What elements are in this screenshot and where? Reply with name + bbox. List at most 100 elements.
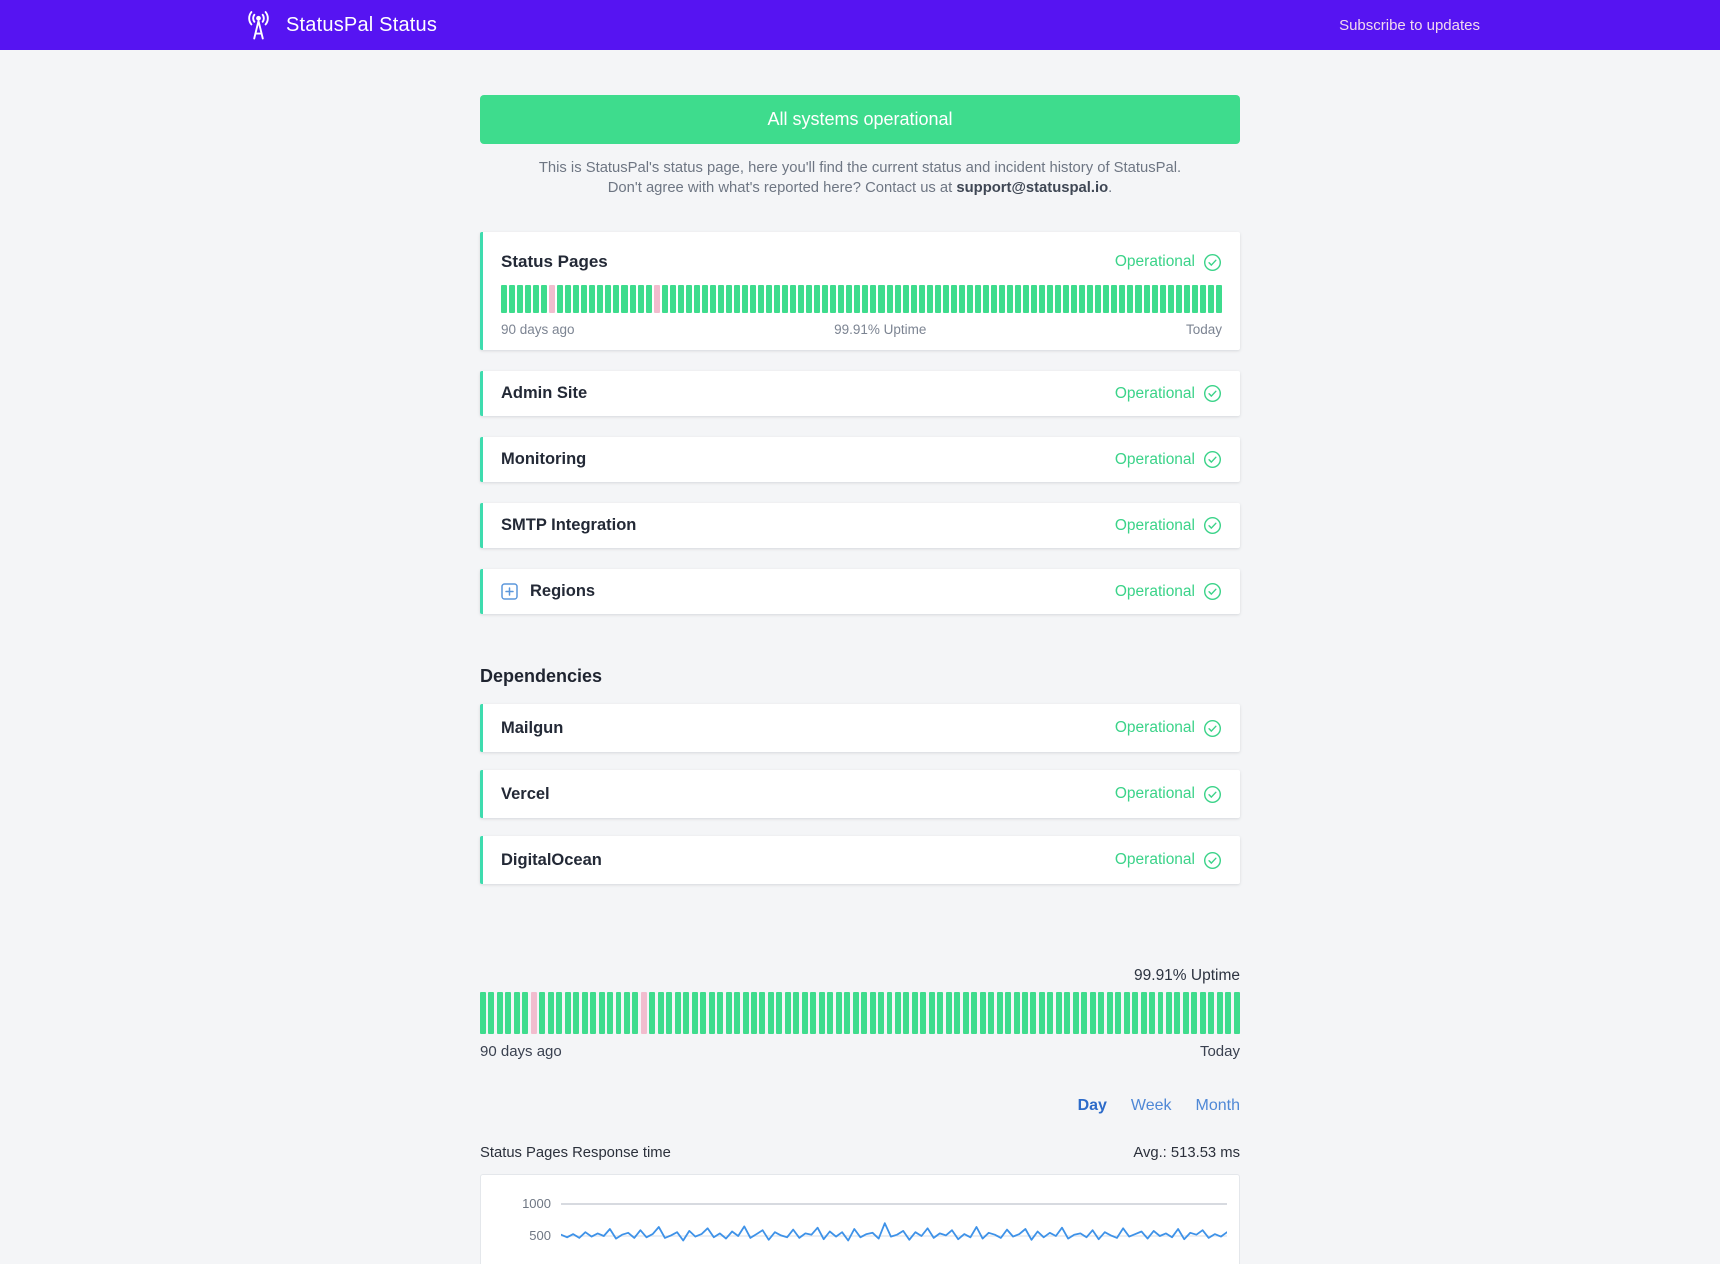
uptime-bar[interactable] [1064, 992, 1071, 1034]
uptime-bar[interactable] [749, 285, 756, 313]
uptime-bar[interactable] [1215, 285, 1222, 313]
uptime-bar[interactable] [734, 992, 741, 1034]
uptime-bar[interactable] [733, 285, 740, 313]
uptime-bar[interactable] [766, 285, 773, 313]
uptime-bar[interactable] [1039, 285, 1046, 313]
uptime-bar[interactable] [1119, 285, 1126, 313]
uptime-bar[interactable] [556, 992, 563, 1034]
uptime-bar[interactable] [974, 285, 981, 313]
uptime-bar[interactable] [1022, 992, 1028, 1034]
uptime-bar[interactable] [1081, 992, 1088, 1034]
uptime-bar[interactable] [869, 992, 876, 1034]
uptime-bar[interactable] [1006, 285, 1013, 313]
uptime-bar[interactable] [1063, 285, 1070, 313]
uptime-bar[interactable] [590, 992, 597, 1034]
uptime-bar[interactable] [1103, 285, 1110, 313]
uptime-bar[interactable] [488, 992, 495, 1034]
uptime-bar[interactable] [852, 992, 859, 1034]
uptime-bar[interactable] [589, 285, 596, 313]
uptime-bar[interactable] [669, 285, 676, 313]
uptime-bar[interactable] [1165, 992, 1172, 1034]
uptime-bar[interactable] [533, 285, 540, 313]
uptime-bar[interactable] [910, 285, 917, 313]
uptime-bar[interactable] [661, 285, 668, 313]
uptime-bar[interactable] [801, 992, 808, 1034]
uptime-bar[interactable] [513, 992, 520, 1034]
uptime-bar[interactable] [742, 992, 749, 1034]
uptime-bar[interactable] [1225, 992, 1232, 1034]
subscribe-to-updates-link[interactable]: Subscribe to updates [1339, 16, 1480, 34]
uptime-bar[interactable] [683, 992, 690, 1034]
uptime-bar[interactable] [1135, 285, 1142, 313]
uptime-bar[interactable] [1132, 992, 1139, 1034]
uptime-bar[interactable] [810, 992, 817, 1034]
uptime-bar[interactable] [1095, 285, 1102, 313]
uptime-bar[interactable] [945, 992, 952, 1034]
uptime-bar[interactable] [758, 285, 765, 313]
uptime-bar[interactable] [844, 992, 851, 1034]
uptime-bar[interactable] [1174, 992, 1181, 1034]
uptime-bar[interactable] [751, 992, 757, 1034]
uptime-bar[interactable] [674, 992, 681, 1034]
uptime-bar[interactable] [998, 285, 1005, 313]
uptime-bar[interactable] [982, 285, 989, 313]
uptime-bar[interactable] [725, 285, 732, 313]
uptime-bar[interactable] [790, 285, 797, 313]
uptime-bar[interactable] [1013, 992, 1020, 1034]
uptime-bar[interactable] [774, 285, 781, 313]
uptime-bar[interactable] [1182, 992, 1189, 1034]
uptime-bar[interactable] [942, 285, 949, 313]
uptime-bar[interactable] [1208, 992, 1215, 1034]
uptime-bar[interactable] [541, 285, 548, 313]
uptime-bar[interactable] [632, 992, 639, 1034]
uptime-bar[interactable] [1031, 285, 1038, 313]
uptime-bar[interactable] [1072, 992, 1079, 1034]
uptime-bar[interactable] [1106, 992, 1113, 1034]
support-email-link[interactable]: support@statuspal.io [956, 180, 1109, 196]
uptime-bar[interactable] [958, 285, 965, 313]
expand-plus-icon[interactable] [501, 583, 518, 600]
uptime-bar[interactable] [894, 285, 901, 313]
uptime-bar[interactable] [1151, 285, 1158, 313]
uptime-bar[interactable] [517, 285, 524, 313]
uptime-bar[interactable] [1207, 285, 1214, 313]
uptime-bar[interactable] [693, 285, 700, 313]
uptime-bar[interactable] [525, 285, 532, 313]
uptime-bar[interactable] [565, 285, 572, 313]
uptime-bar[interactable] [784, 992, 791, 1034]
uptime-bar[interactable] [1191, 285, 1198, 313]
uptime-bar[interactable] [564, 992, 571, 1034]
uptime-bar[interactable] [903, 992, 910, 1034]
uptime-bar[interactable] [708, 992, 715, 1034]
uptime-bar[interactable] [685, 285, 692, 313]
uptime-bar[interactable] [1005, 992, 1012, 1034]
uptime-bar[interactable] [1115, 992, 1122, 1034]
uptime-bar[interactable] [1149, 992, 1155, 1034]
uptime-bar[interactable] [1123, 992, 1130, 1034]
uptime-bar[interactable] [759, 992, 766, 1034]
uptime-bar[interactable] [1175, 285, 1182, 313]
uptime-bar[interactable] [886, 285, 893, 313]
uptime-bar[interactable] [666, 992, 673, 1034]
uptime-bar[interactable] [798, 285, 805, 313]
uptime-bar[interactable] [717, 992, 724, 1034]
uptime-bar[interactable] [645, 285, 652, 313]
uptime-bar[interactable] [522, 992, 529, 1034]
uptime-bar[interactable] [1143, 285, 1150, 313]
uptime-bar[interactable] [827, 992, 834, 1034]
uptime-bar[interactable] [926, 285, 933, 313]
uptime-bar[interactable] [480, 992, 486, 1034]
uptime-bar[interactable] [509, 285, 516, 313]
uptime-bar[interactable] [1199, 285, 1206, 313]
uptime-bar[interactable] [835, 992, 842, 1034]
uptime-bar[interactable] [637, 285, 644, 313]
uptime-bar[interactable] [782, 285, 789, 313]
uptime-bar[interactable] [501, 285, 508, 313]
uptime-bar[interactable] [1098, 992, 1105, 1034]
uptime-bar[interactable] [846, 285, 853, 313]
uptime-bar[interactable] [1015, 285, 1022, 313]
uptime-bar[interactable] [988, 992, 995, 1034]
uptime-bar-degraded[interactable] [549, 285, 556, 313]
uptime-bar[interactable] [950, 285, 957, 313]
uptime-bar[interactable] [557, 285, 564, 313]
